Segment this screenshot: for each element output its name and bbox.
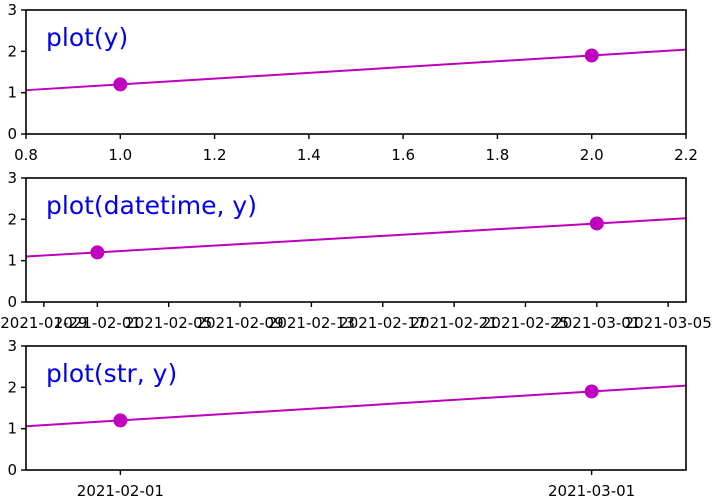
y-tick-label: 0 (7, 461, 17, 479)
axes-frame (25, 345, 687, 471)
data-point (113, 77, 128, 92)
y-tick-label: 3 (7, 337, 17, 355)
y-tick-label: 3 (7, 169, 17, 187)
subplot-title: plot(y) (46, 23, 128, 52)
data-point (589, 216, 604, 231)
axes-frame (25, 9, 687, 135)
x-tick-label: 2021-03-05 (625, 314, 712, 332)
x-tick-label: 2021-02-17 (339, 314, 426, 332)
series-line (25, 384, 687, 428)
subplot-title: plot(datetime, y) (46, 191, 257, 220)
axes-frame (25, 177, 687, 303)
x-tick-label: 2.2 (674, 146, 698, 164)
data-point (584, 384, 599, 399)
x-tick-label: 2021-02-01 (77, 482, 164, 500)
x-tick-label: 0.8 (14, 146, 38, 164)
x-tick-label: 2021-02-13 (268, 314, 355, 332)
y-tick-label: 0 (7, 293, 17, 311)
x-tick-label: 1.0 (108, 146, 132, 164)
x-tick-label: 2021-02-09 (196, 314, 283, 332)
x-tick-label: 2021-02-05 (125, 314, 212, 332)
data-point (113, 413, 128, 428)
x-tick-label: 1.2 (203, 146, 227, 164)
x-tick-label: 2021-02-01 (54, 314, 141, 332)
y-tick-label: 0 (7, 125, 17, 143)
y-tick-label: 2 (7, 42, 17, 60)
data-point (90, 245, 105, 260)
series-line (25, 48, 687, 92)
x-tick-label: 1.4 (297, 146, 321, 164)
x-tick-label: 2021-01-29 (0, 314, 87, 332)
y-tick-label: 2 (7, 210, 17, 228)
y-tick-label: 2 (7, 378, 17, 396)
subplot-3: 0 1 2 3 2021-02-01 2021-03-01 plot(str, y) (7, 337, 687, 500)
x-tick-label: 2021-03-01 (548, 482, 635, 500)
y-tick-label: 1 (7, 84, 17, 102)
series-line (25, 217, 687, 258)
y-tick-label: 3 (7, 1, 17, 19)
y-tick-label: 1 (7, 420, 17, 438)
x-tick-label: 2.0 (580, 146, 604, 164)
x-tick-label: 2021-03-01 (553, 314, 640, 332)
x-tick-label: 1.6 (391, 146, 415, 164)
x-tick-label: 1.8 (485, 146, 509, 164)
x-tick-label: 2021-02-25 (482, 314, 569, 332)
subplot-1: 0 1 2 3 0.8 1.0 1.2 1.4 1.6 1.8 2.0 2.2 plot(y) (7, 1, 697, 164)
y-tick-label: 1 (7, 252, 17, 270)
subplot-2: 01232021-01-292021-02-012021-02-052021-0… (0, 169, 712, 332)
x-tick-label: 2021-02-21 (411, 314, 498, 332)
subplot-title: plot(str, y) (46, 359, 177, 388)
data-point (584, 48, 599, 63)
